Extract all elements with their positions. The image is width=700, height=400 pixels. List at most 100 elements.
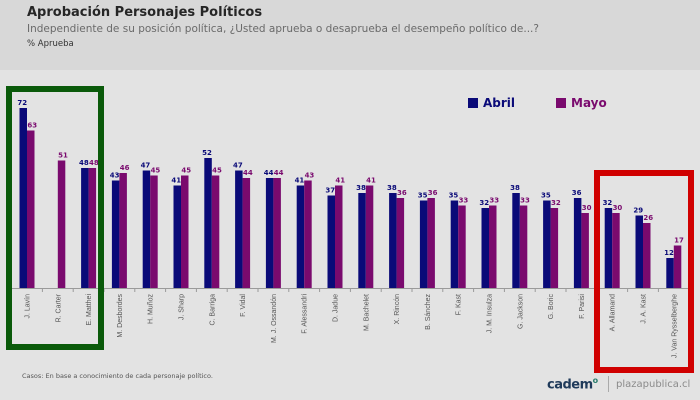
bar-abril	[450, 200, 459, 288]
logo-text: cadem	[547, 377, 593, 393]
bar-mayo	[458, 205, 466, 288]
bar-mayo	[427, 198, 435, 288]
bar-abril	[327, 195, 335, 288]
site-label: plazapublica.cl	[616, 379, 691, 390]
bar-mayo	[181, 175, 189, 288]
bar-abril	[481, 208, 489, 288]
bar-abril	[173, 185, 181, 288]
red-highlight-box	[594, 170, 694, 373]
bar-mayo	[273, 178, 281, 288]
bar-mayo	[550, 208, 559, 288]
bar-abril	[296, 185, 305, 288]
header-band	[0, 0, 700, 70]
data-label-mayo: 45	[181, 167, 191, 175]
bar-mayo	[643, 223, 651, 288]
x-tick-label: F. Alessandri	[302, 294, 309, 334]
data-label-mayo: 45	[151, 167, 161, 175]
data-label-mayo: 32	[551, 199, 561, 207]
bar-abril	[111, 180, 120, 288]
data-label-mayo: 36	[428, 189, 438, 197]
footer-divider	[608, 376, 609, 392]
data-label-mayo: 46	[120, 164, 130, 172]
legend-label-mayo: Mayo	[571, 96, 607, 110]
x-tick-label: J. M. Insulza	[487, 294, 494, 333]
data-label-abril: 35	[418, 192, 428, 200]
bar-mayo	[119, 173, 127, 288]
data-label-mayo: 26	[643, 214, 653, 222]
bar-mayo	[57, 160, 66, 288]
x-tick-label: J. Van Rysselberghe	[671, 294, 678, 358]
data-label-abril: 41	[295, 177, 305, 185]
data-label-mayo: 48	[89, 159, 99, 167]
data-label-mayo: 44	[243, 169, 253, 177]
bar-abril	[543, 200, 551, 288]
bar-mayo	[396, 198, 405, 288]
data-label-abril: 36	[572, 189, 582, 197]
data-label-mayo: 36	[397, 189, 407, 197]
x-tick-label: M. Desbordes	[117, 294, 124, 338]
data-label-abril: 35	[449, 192, 459, 200]
green-highlight-box	[6, 86, 104, 350]
data-label-mayo: 33	[520, 197, 530, 205]
x-tick-label: H. Muñoz	[148, 294, 155, 324]
bar-abril	[389, 193, 397, 288]
data-label-abril: 38	[510, 184, 520, 192]
legend-swatch-abril	[468, 98, 478, 108]
data-label-abril: 29	[633, 207, 643, 215]
bar-abril	[604, 208, 613, 288]
data-label-abril: 38	[387, 184, 397, 192]
logo-mark: o	[592, 376, 599, 385]
x-tick-label: M. Bachelet	[363, 294, 370, 331]
data-label-mayo: 41	[335, 177, 345, 185]
x-tick-label: J. Lavín	[25, 294, 32, 319]
bar-abril	[19, 108, 27, 288]
x-tick-label: X. Rincón	[394, 294, 401, 324]
bar-abril	[142, 170, 151, 288]
data-label-mayo: 51	[58, 152, 68, 160]
bar-mayo	[365, 185, 374, 288]
bar-abril	[512, 193, 520, 288]
bar-abril	[81, 168, 89, 288]
x-tick-label: F. Vidal	[240, 294, 247, 317]
bar-mayo	[673, 245, 682, 288]
x-tick-label: F. Parisi	[579, 294, 586, 319]
data-label-abril: 47	[141, 162, 151, 170]
bar-abril	[265, 178, 274, 288]
bar-mayo	[242, 178, 251, 288]
bar-mayo	[581, 213, 589, 288]
data-label-abril: 48	[79, 159, 89, 167]
legend-swatch-mayo	[556, 98, 566, 108]
bar-mayo	[211, 175, 220, 288]
cadem-logo: cademo	[547, 376, 598, 392]
data-label-abril: 43	[110, 172, 120, 180]
x-tick-label: J. A. Kast	[641, 294, 648, 324]
data-label-abril: 41	[171, 177, 181, 185]
x-tick-label: C. Barriga	[209, 294, 216, 326]
legend-label-abril: Abril	[483, 96, 516, 110]
bar-abril	[358, 193, 366, 288]
bar-mayo	[489, 205, 497, 288]
x-tick-label: F. Kast	[456, 294, 463, 315]
legend-item-abril: Abril	[468, 96, 515, 110]
bar-mayo	[27, 130, 35, 288]
footer-note: Casos: En base a conocimiento de cada pe…	[22, 372, 213, 380]
data-label-mayo: 17	[674, 237, 684, 245]
data-label-abril: 72	[17, 99, 27, 107]
data-label-abril: 32	[479, 199, 489, 207]
bar-abril	[419, 200, 428, 288]
legend-item-mayo: Mayo	[556, 96, 607, 110]
data-label-abril: 35	[541, 192, 551, 200]
bar-mayo	[612, 213, 620, 288]
x-tick-label: R. Carter	[55, 293, 62, 322]
data-label-abril: 44	[264, 169, 274, 177]
bar-mayo	[335, 185, 343, 288]
bar-abril	[635, 215, 643, 288]
data-label-mayo: 63	[27, 122, 37, 130]
x-tick-label: A. Allamand	[610, 294, 617, 331]
x-tick-label: M. J. Ossandón	[271, 294, 278, 343]
data-label-mayo: 43	[305, 172, 315, 180]
chart-subtitle: Independiente de su posición política, ¿…	[27, 23, 539, 35]
x-tick-label: G. Jackson	[517, 294, 524, 329]
data-label-abril: 37	[325, 187, 335, 195]
